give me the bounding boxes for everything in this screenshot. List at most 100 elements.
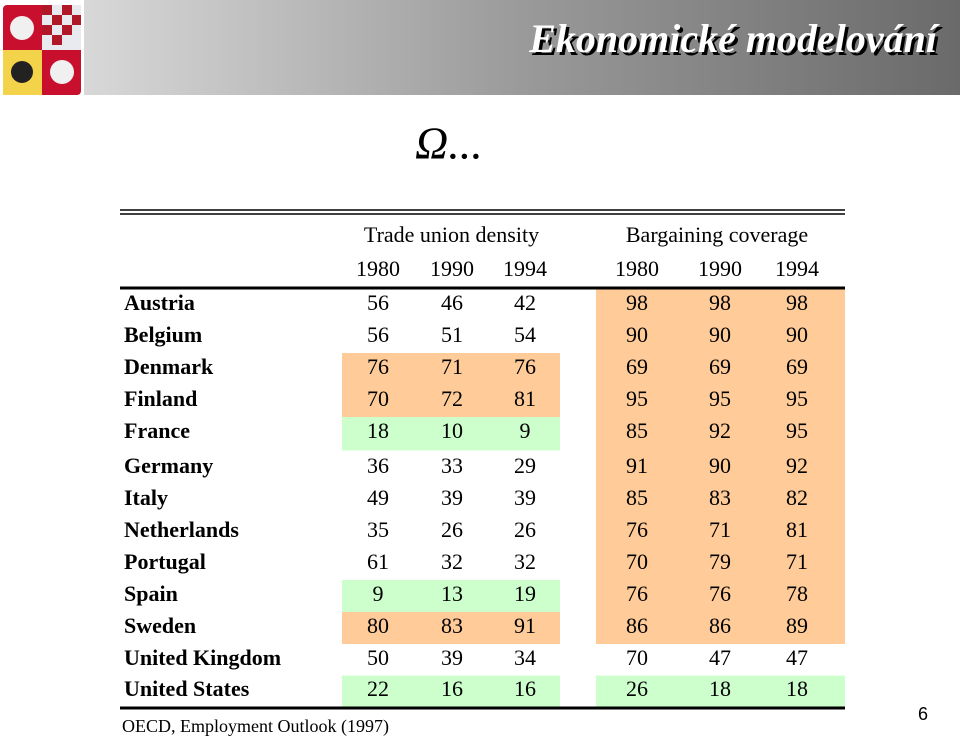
table-cell: 50 <box>367 645 389 670</box>
table-cell: 18 <box>367 418 389 443</box>
table-cell: 10 <box>441 418 463 443</box>
table-cell: 19 <box>514 581 536 606</box>
table-cell: 49 <box>367 485 389 510</box>
table-cell: 70 <box>626 549 648 574</box>
table-cell: 76 <box>709 581 731 606</box>
header-title: Ekonomické modelování <box>528 16 940 61</box>
table-cell: 36 <box>367 453 389 478</box>
table-cell: 16 <box>441 676 463 701</box>
group-header: Bargaining coverage <box>626 222 808 247</box>
cell-highlight <box>342 417 560 451</box>
country-label: Germany <box>124 453 213 478</box>
table-cell: 39 <box>441 645 463 670</box>
table-cell: 33 <box>441 453 463 478</box>
cell-highlight <box>596 548 845 580</box>
table-cell: 82 <box>786 485 808 510</box>
table-cell: 95 <box>626 386 648 411</box>
table-cell: 26 <box>441 517 463 542</box>
cell-highlight <box>342 675 560 707</box>
table-cell: 71 <box>709 517 731 542</box>
table-cell: 54 <box>514 322 536 347</box>
table-cell: 26 <box>514 517 536 542</box>
country-label: Sweden <box>124 613 196 638</box>
table-cell: 70 <box>626 645 648 670</box>
cell-highlight <box>596 450 845 484</box>
year-header: 1994 <box>503 256 547 281</box>
table-cell: 18 <box>786 676 808 701</box>
table-cell: 9 <box>520 418 531 443</box>
cell-highlight <box>342 353 560 385</box>
country-label: United Kingdom <box>124 645 281 670</box>
year-header: 1980 <box>615 256 659 281</box>
table-cell: 76 <box>626 581 648 606</box>
table-cell: 76 <box>626 517 648 542</box>
table-cell: 86 <box>626 613 648 638</box>
table-cell: 81 <box>786 517 808 542</box>
table-cell: 83 <box>709 485 731 510</box>
table-cell: 51 <box>441 322 463 347</box>
omega-symbol: Ω... <box>415 118 483 169</box>
table-cell: 98 <box>709 290 731 315</box>
country-label: Belgium <box>124 322 202 347</box>
year-header: 1994 <box>775 256 819 281</box>
cell-highlight <box>596 417 845 451</box>
table-cell: 29 <box>514 453 536 478</box>
table-cell: 92 <box>786 453 808 478</box>
group-header: Trade union density <box>364 222 539 247</box>
table-cell: 39 <box>514 485 536 510</box>
table-cell: 61 <box>367 549 389 574</box>
table-cell: 56 <box>367 290 389 315</box>
cell-highlight <box>596 385 845 417</box>
table-cell: 90 <box>626 322 648 347</box>
country-label: Spain <box>124 581 178 606</box>
table-cell: 69 <box>626 354 648 379</box>
year-header: 1990 <box>698 256 742 281</box>
table-cell: 81 <box>514 386 536 411</box>
table-cell: 69 <box>786 354 808 379</box>
table-cell: 86 <box>709 613 731 638</box>
cell-highlight <box>596 580 845 612</box>
table-cell: 98 <box>786 290 808 315</box>
table-cell: 85 <box>626 418 648 443</box>
table-cell: 9 <box>373 581 384 606</box>
year-header: 1980 <box>356 256 400 281</box>
table-cell: 90 <box>786 322 808 347</box>
table-cell: 95 <box>786 386 808 411</box>
table-cell: 90 <box>709 322 731 347</box>
table-cell: 46 <box>441 290 463 315</box>
table-cell: 18 <box>709 676 731 701</box>
table-cell: 91 <box>514 613 536 638</box>
table-cell: 85 <box>626 485 648 510</box>
cell-highlight <box>596 321 845 353</box>
cell-highlight <box>596 516 845 548</box>
table-cell: 92 <box>709 418 731 443</box>
country-label: Denmark <box>124 354 214 379</box>
header-banner <box>84 0 960 95</box>
table-cell: 70 <box>367 386 389 411</box>
table-cell: 47 <box>786 645 808 670</box>
coat-of-arms <box>3 5 81 95</box>
cell-highlight <box>342 612 560 644</box>
country-label: Austria <box>124 290 195 315</box>
country-label: Finland <box>124 386 197 411</box>
country-label: Netherlands <box>124 517 239 542</box>
cell-highlight <box>596 612 845 644</box>
page-number: 6 <box>918 704 928 724</box>
header-shadow: Ekonomické modelování <box>531 19 943 64</box>
table-cell: 79 <box>709 549 731 574</box>
table-cell: 22 <box>367 676 389 701</box>
table-cell: 32 <box>441 549 463 574</box>
table-cell: 35 <box>367 517 389 542</box>
country-label: Portugal <box>124 549 206 574</box>
table-cell: 16 <box>514 676 536 701</box>
table-cell: 91 <box>626 453 648 478</box>
country-label: Italy <box>124 485 168 510</box>
table-cell: 34 <box>514 645 536 670</box>
year-header: 1990 <box>430 256 474 281</box>
table-cell: 71 <box>786 549 808 574</box>
cell-highlight <box>596 675 845 707</box>
cell-highlight <box>596 353 845 385</box>
country-label: France <box>124 418 190 443</box>
table-cell: 90 <box>709 453 731 478</box>
